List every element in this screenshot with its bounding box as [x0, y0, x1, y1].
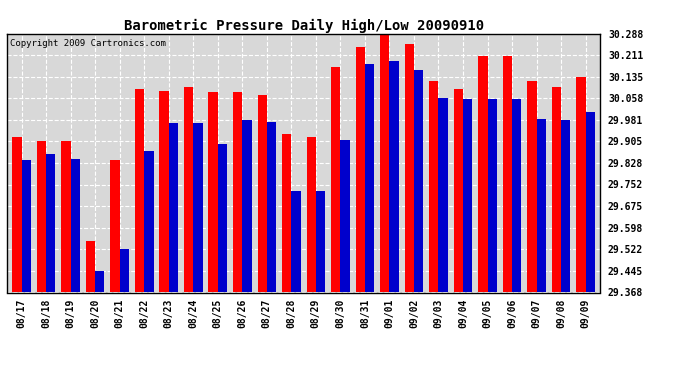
Bar: [144, 151, 154, 292]
Bar: [404, 44, 414, 292]
Bar: [208, 92, 218, 292]
Bar: [537, 119, 546, 292]
Bar: [267, 122, 276, 292]
Bar: [110, 160, 119, 292]
Bar: [576, 77, 586, 292]
Bar: [218, 144, 227, 292]
Bar: [380, 33, 389, 292]
Bar: [561, 120, 571, 292]
Bar: [340, 140, 350, 292]
Bar: [159, 91, 169, 292]
Bar: [306, 137, 316, 292]
Bar: [429, 81, 438, 292]
Bar: [291, 190, 301, 292]
Bar: [242, 120, 252, 292]
Bar: [233, 92, 242, 292]
Bar: [135, 89, 144, 292]
Bar: [316, 190, 325, 292]
Bar: [503, 56, 512, 292]
Bar: [331, 67, 340, 292]
Bar: [389, 61, 399, 292]
Bar: [95, 271, 104, 292]
Bar: [169, 123, 178, 292]
Bar: [21, 160, 31, 292]
Bar: [586, 112, 595, 292]
Bar: [527, 81, 537, 292]
Bar: [257, 95, 267, 292]
Bar: [488, 99, 497, 292]
Bar: [119, 249, 129, 292]
Bar: [61, 141, 70, 292]
Bar: [37, 141, 46, 292]
Text: Copyright 2009 Cartronics.com: Copyright 2009 Cartronics.com: [10, 39, 166, 48]
Bar: [414, 70, 423, 292]
Bar: [365, 64, 374, 292]
Bar: [282, 134, 291, 292]
Bar: [184, 87, 193, 292]
Bar: [478, 56, 488, 292]
Bar: [355, 47, 365, 292]
Bar: [86, 241, 95, 292]
Bar: [453, 89, 463, 292]
Bar: [438, 98, 448, 292]
Bar: [512, 99, 522, 292]
Bar: [193, 123, 203, 292]
Title: Barometric Pressure Daily High/Low 20090910: Barometric Pressure Daily High/Low 20090…: [124, 18, 484, 33]
Bar: [552, 87, 561, 292]
Bar: [70, 159, 80, 292]
Bar: [12, 137, 21, 292]
Bar: [46, 154, 55, 292]
Bar: [463, 99, 472, 292]
